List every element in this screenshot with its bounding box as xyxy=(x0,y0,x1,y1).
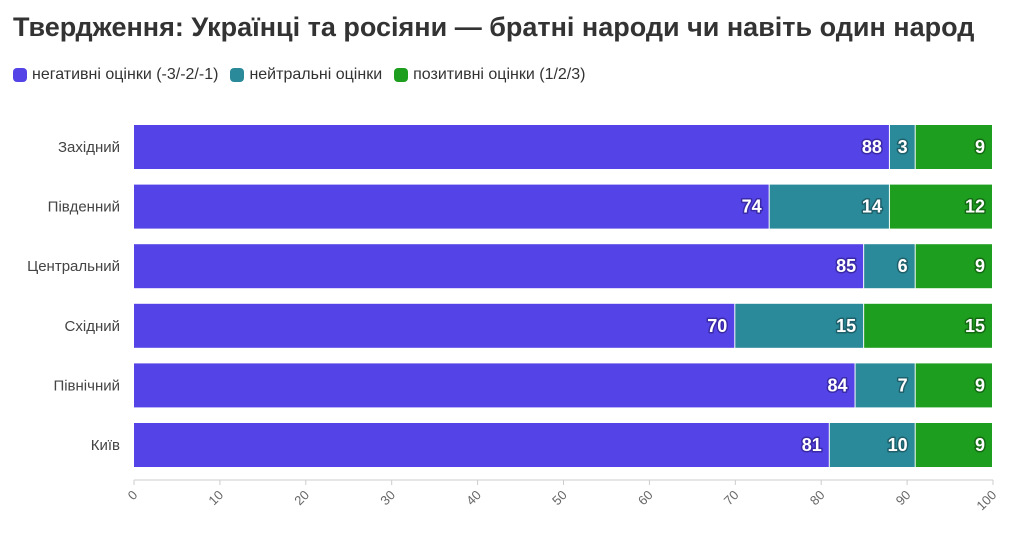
legend-label-neutral: нейтральні оцінки xyxy=(249,66,383,83)
value-label-neutral: 14 xyxy=(862,197,882,217)
chart-legend: негативні оцінки (-3/-2/-1) нейтральні о… xyxy=(13,66,585,84)
value-label-positive: 9 xyxy=(975,256,985,276)
x-tick-label: 60 xyxy=(635,487,656,508)
bar-segment-neutral xyxy=(769,184,889,229)
bar-segment-negative xyxy=(134,184,769,229)
value-label-neutral: 7 xyxy=(898,375,908,395)
bar-segment-negative xyxy=(134,423,829,467)
bar-segment-positive xyxy=(915,423,992,467)
x-tick-label: 40 xyxy=(463,487,484,508)
category-label: Північний xyxy=(53,377,120,394)
value-label-negative: 88 xyxy=(862,137,882,157)
x-tick-label: 20 xyxy=(291,487,312,508)
x-tick-label: 70 xyxy=(721,487,742,508)
value-label-positive: 9 xyxy=(975,375,985,395)
category-label: Південний xyxy=(48,199,120,216)
value-label-negative: 85 xyxy=(836,256,856,276)
x-tick-label: 0 xyxy=(125,487,141,503)
bar-segment-negative xyxy=(134,363,855,408)
legend-item-negative[interactable]: негативні оцінки (-3/-2/-1) xyxy=(13,66,218,84)
category-label: Західний xyxy=(58,139,120,156)
bar-segment-neutral xyxy=(829,423,915,467)
value-label-positive: 12 xyxy=(965,197,985,217)
x-tick-label: 90 xyxy=(893,487,914,508)
x-tick-label: 100 xyxy=(973,487,999,513)
x-tick-label: 10 xyxy=(205,487,226,508)
value-label-negative: 74 xyxy=(742,197,762,217)
bar-segment-positive xyxy=(889,184,992,229)
value-label-positive: 9 xyxy=(975,137,985,157)
category-label: Центральний xyxy=(27,258,120,275)
bar-segment-negative xyxy=(134,244,864,289)
value-label-positive: 9 xyxy=(975,435,985,455)
bar-segment-positive xyxy=(915,125,992,169)
chart-title: Твердження: Українці та росіяни — братні… xyxy=(13,12,975,42)
value-label-negative: 81 xyxy=(802,435,822,455)
legend-swatch-neutral xyxy=(230,68,245,82)
value-label-negative: 70 xyxy=(707,316,727,336)
legend-item-neutral[interactable]: нейтральні оцінки xyxy=(230,66,382,84)
category-label: Київ xyxy=(91,437,120,454)
legend-item-positive[interactable]: позитивні оцінки (1/2/3) xyxy=(394,66,585,84)
bar-segment-negative xyxy=(134,125,889,169)
bar-segment-positive xyxy=(915,363,992,408)
legend-label-negative: негативні оцінки (-3/-2/-1) xyxy=(32,66,219,83)
value-label-neutral: 6 xyxy=(898,256,908,276)
value-label-neutral: 10 xyxy=(888,435,908,455)
bar-segment-neutral xyxy=(889,125,915,169)
value-label-negative: 84 xyxy=(828,375,848,395)
bar-segment-negative xyxy=(134,303,735,348)
value-label-neutral: 15 xyxy=(836,316,856,336)
x-tick-label: 50 xyxy=(549,487,570,508)
bar-segment-neutral xyxy=(864,244,915,289)
x-tick-label: 30 xyxy=(377,487,398,508)
x-tick-label: 80 xyxy=(807,487,828,508)
value-label-neutral: 3 xyxy=(898,137,908,157)
legend-swatch-positive xyxy=(394,68,409,82)
bar-segment-neutral xyxy=(855,363,915,408)
legend-swatch-negative xyxy=(13,68,27,82)
bar-segment-positive xyxy=(864,303,992,348)
value-label-positive: 15 xyxy=(965,316,985,336)
category-label: Східний xyxy=(65,318,120,335)
bar-segment-neutral xyxy=(735,303,864,348)
legend-label-positive: позитивні оцінки (1/2/3) xyxy=(413,66,586,83)
bar-segment-positive xyxy=(915,244,992,289)
